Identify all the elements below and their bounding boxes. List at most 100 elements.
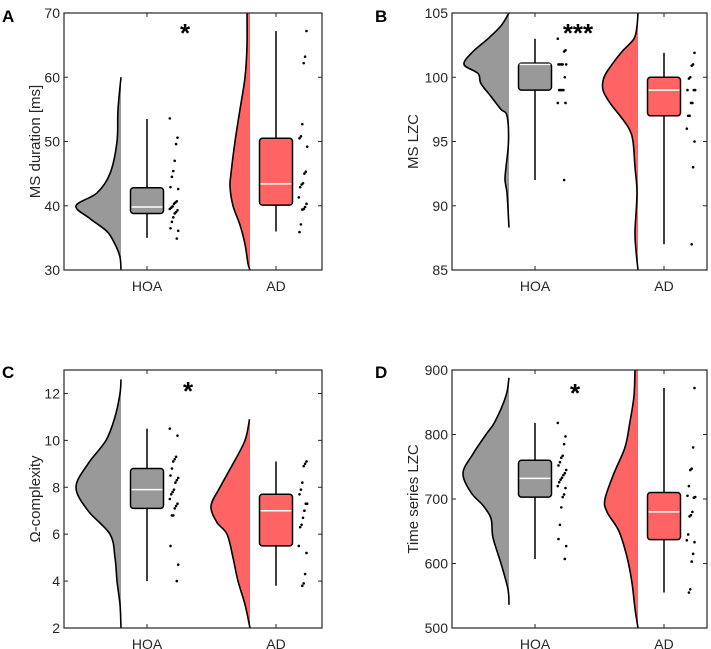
- data-point: [686, 88, 689, 92]
- data-point: [169, 185, 172, 189]
- data-point: [170, 220, 174, 224]
- data-point: [298, 136, 301, 140]
- data-point: [563, 557, 567, 561]
- y-tick-label: 800: [425, 427, 449, 443]
- group-hoa: [75, 379, 180, 628]
- data-point: [556, 484, 560, 488]
- data-point: [303, 462, 307, 466]
- data-point: [561, 495, 564, 499]
- data-point: [685, 127, 689, 130]
- box: [129, 187, 165, 215]
- data-point: [171, 490, 174, 494]
- data-point: [298, 493, 301, 496]
- plot-area: [463, 13, 697, 270]
- density-curve: [603, 370, 639, 628]
- data-point: [170, 175, 174, 179]
- data-point: [691, 446, 695, 449]
- data-point: [168, 207, 172, 211]
- data-point: [175, 478, 179, 482]
- data-point: [562, 178, 566, 182]
- y-tick-label: 2: [52, 620, 60, 636]
- data-point: [168, 497, 172, 501]
- data-point: [564, 544, 568, 548]
- density-curve: [601, 13, 639, 270]
- data-point: [562, 50, 566, 53]
- data-point: [300, 523, 303, 527]
- data-point: [302, 61, 306, 65]
- data-point: [690, 243, 693, 246]
- data-point: [172, 488, 176, 491]
- group-hoa: [75, 77, 180, 270]
- significance-marker: *: [183, 376, 194, 406]
- data-point: [176, 187, 180, 191]
- data-point: [562, 473, 565, 477]
- panel-letter: C: [2, 363, 14, 382]
- data-point: [173, 212, 176, 215]
- box: [646, 491, 682, 541]
- data-point: [169, 493, 173, 496]
- data-point: [557, 88, 561, 92]
- group-hoa: [463, 13, 568, 228]
- data-point: [305, 29, 308, 33]
- data-point: [557, 480, 561, 484]
- data-point: [172, 216, 175, 219]
- data-point: [558, 460, 562, 464]
- y-tick-label: 105: [425, 5, 449, 21]
- data-point: [174, 142, 178, 146]
- density-curve: [463, 13, 510, 228]
- data-point: [169, 226, 172, 230]
- data-point: [299, 135, 303, 138]
- data-point: [298, 230, 301, 234]
- data-point: [173, 159, 176, 163]
- data-point: [175, 579, 179, 583]
- data-point: [564, 101, 567, 105]
- data-point: [298, 185, 302, 189]
- data-point: [690, 64, 693, 67]
- data-point: [560, 506, 563, 509]
- box: [129, 467, 165, 510]
- data-point: [692, 496, 696, 500]
- y-tick-label: 6: [52, 526, 60, 542]
- data-point: [303, 572, 307, 576]
- data-point: [686, 494, 689, 498]
- data-point: [297, 196, 301, 199]
- data-point: [564, 486, 567, 490]
- significance-marker: ***: [563, 18, 594, 48]
- group-ad: [601, 13, 697, 270]
- data-point: [304, 502, 308, 505]
- data-point: [693, 386, 696, 390]
- data-point: [693, 540, 696, 544]
- group-ad: [210, 419, 309, 628]
- data-point: [176, 502, 179, 505]
- data-point: [305, 202, 308, 206]
- data-point: [559, 478, 562, 481]
- data-point: [693, 140, 696, 143]
- data-point: [691, 165, 695, 169]
- y-tick-label: 85: [432, 262, 448, 278]
- data-point: [301, 516, 305, 520]
- panel-letter: A: [2, 7, 14, 26]
- data-point: [690, 560, 693, 563]
- density-curve: [75, 77, 122, 270]
- data-point: [304, 170, 308, 173]
- data-point: [298, 525, 302, 529]
- data-point: [172, 460, 175, 463]
- plot-area: [75, 13, 309, 270]
- data-point: [557, 464, 560, 467]
- data-point: [169, 474, 172, 477]
- y-tick-label: 100: [425, 69, 449, 85]
- plot-area: [462, 370, 697, 628]
- data-point: [176, 563, 180, 566]
- data-point: [557, 537, 560, 541]
- density-fill: [604, 370, 638, 628]
- data-point: [303, 205, 307, 209]
- data-point: [301, 481, 304, 484]
- data-point: [297, 544, 301, 548]
- density-fill: [76, 379, 121, 628]
- data-point: [560, 456, 563, 460]
- y-axis-label: MS LZC: [405, 114, 422, 169]
- data-point: [693, 51, 696, 55]
- y-axis-label: Ω-complexity: [27, 455, 44, 543]
- data-point: [305, 551, 308, 555]
- x-tick-label: AD: [266, 278, 285, 294]
